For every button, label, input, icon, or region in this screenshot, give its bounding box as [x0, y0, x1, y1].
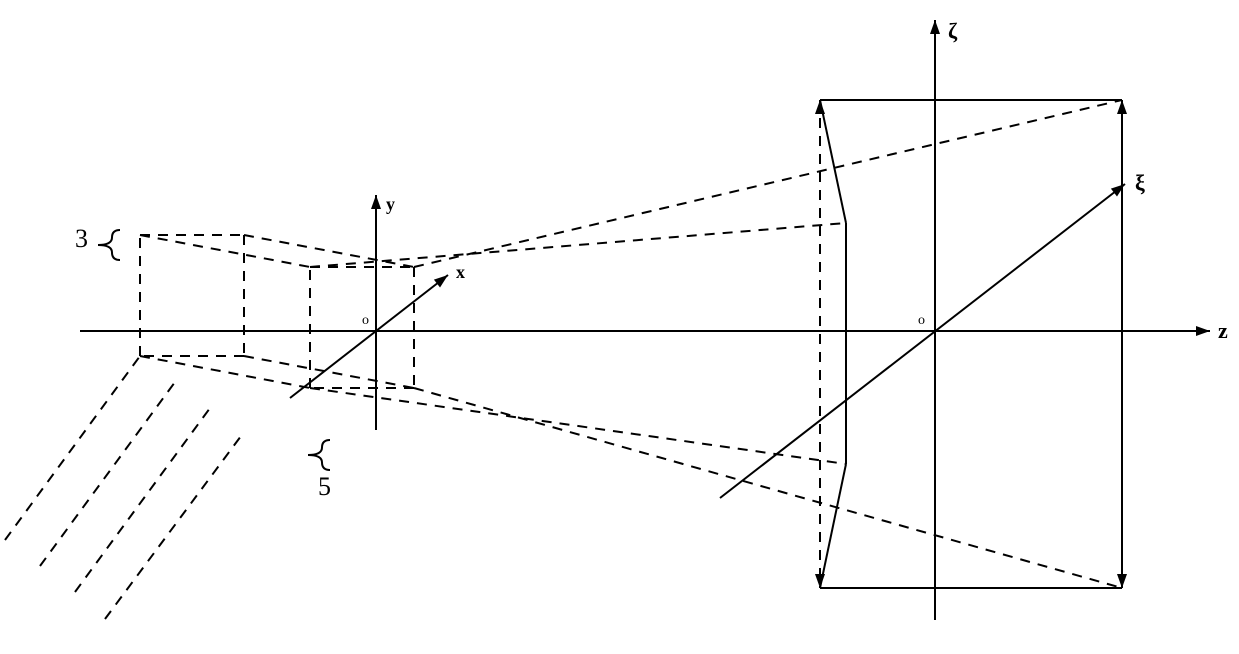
callout-label-5: 5 — [318, 472, 331, 501]
axis-label-x: x — [456, 262, 465, 282]
axis-label-z: z — [1218, 318, 1228, 343]
origin-label-xizeta: o — [918, 313, 925, 328]
callout-brace — [98, 230, 120, 260]
coordinate-projection-diagram: z y x ζ ξ o o 3 5 — [0, 0, 1239, 654]
callout-label-3: 3 — [75, 224, 88, 253]
callout-brace — [308, 440, 330, 470]
origin-label-xyz: o — [362, 313, 369, 328]
axis-label-zeta: ζ — [948, 18, 958, 43]
axis-label-xi: ξ — [1135, 170, 1145, 195]
axis-label-y: y — [386, 194, 395, 214]
